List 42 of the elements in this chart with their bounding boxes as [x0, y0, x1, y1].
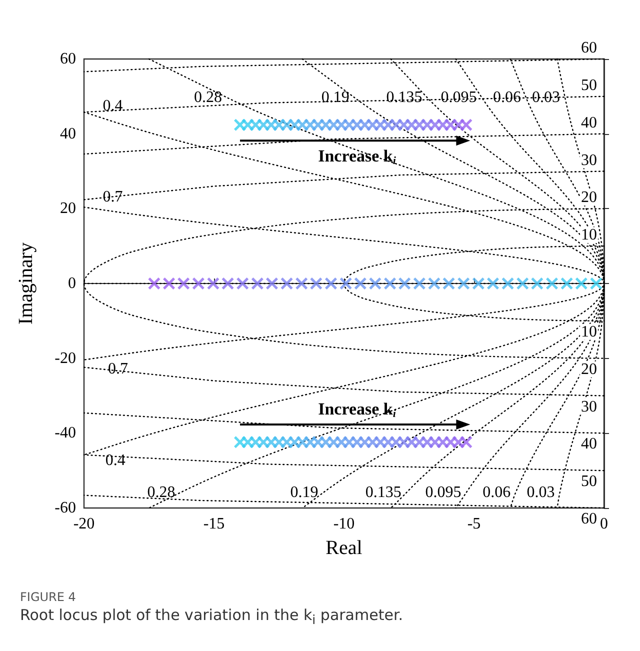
- y-tick-label: 20: [60, 200, 76, 218]
- y-tick-label: 0: [68, 275, 76, 292]
- x-tick-label: -20: [73, 516, 95, 532]
- text: 0.4: [105, 452, 126, 469]
- x-axis-title: Real: [326, 537, 363, 559]
- text: 0.06: [482, 484, 511, 502]
- text: 0.095: [425, 484, 462, 502]
- series-label: 50: [581, 76, 597, 94]
- series-label: 0.03: [532, 89, 560, 106]
- series-label: 30: [581, 398, 597, 416]
- series-label: 30: [581, 152, 597, 169]
- series-label: 0.4: [102, 97, 123, 114]
- series-label: 0.06: [493, 89, 521, 106]
- series-label: 20: [581, 360, 597, 378]
- y-tick-label: 60: [60, 50, 76, 68]
- series-label: 0.19: [290, 484, 318, 502]
- y-tick-label: -20: [54, 350, 76, 367]
- x-tick-label: 0: [600, 516, 608, 532]
- series-label: 10: [581, 226, 597, 244]
- series-label: 0.7: [108, 360, 128, 378]
- y-axis-title: Imaginary: [15, 242, 37, 325]
- text: 0.135: [365, 484, 402, 502]
- text: 0.28: [194, 89, 222, 106]
- x-tick-label: -15: [203, 516, 225, 532]
- caption: FIGURE 4: [20, 590, 77, 604]
- series-label: 0.135: [386, 89, 422, 106]
- y-tick-label: 40: [60, 125, 76, 142]
- series-label: 50: [581, 473, 597, 490]
- y-tick-label: -40: [54, 424, 76, 442]
- series-label: 60: [581, 40, 597, 56]
- series-label: 0.095: [440, 89, 477, 106]
- text: 20: [581, 189, 597, 206]
- x-tick-label: -10: [333, 516, 355, 532]
- text: Root locus plot of the variation in the k$_{i}$ parameter.: [20, 606, 404, 627]
- text: 10: [581, 323, 597, 340]
- text: 0.03: [526, 484, 555, 502]
- series-label: 0.28: [147, 484, 176, 502]
- series-label: 40: [581, 114, 597, 132]
- series-label: 40: [581, 436, 597, 453]
- series-label: 60: [581, 510, 597, 528]
- x-tick-label: -5: [467, 516, 481, 532]
- y-tick-label: -60: [54, 500, 76, 516]
